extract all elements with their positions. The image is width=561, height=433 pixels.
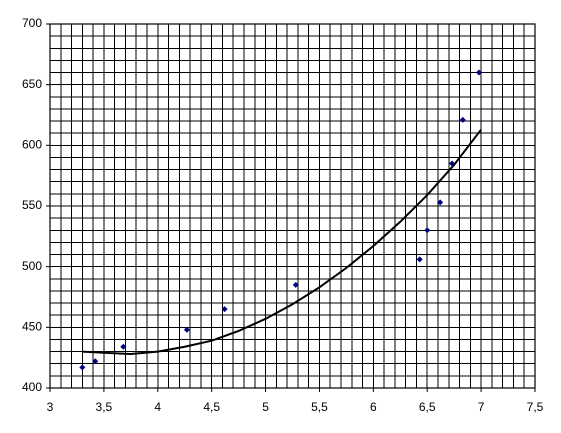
point: [292, 281, 299, 288]
x-tick-label: 3,5: [96, 400, 113, 414]
x-tick-label: 6: [370, 400, 377, 414]
point: [424, 227, 431, 234]
trendline: [82, 128, 482, 356]
point: [459, 116, 466, 123]
x-tick-label: 3: [47, 400, 54, 414]
x-tick-label: 4: [154, 400, 161, 414]
plot-border: [49, 23, 536, 389]
point: [475, 69, 482, 76]
y-tick-label: 500: [22, 259, 42, 273]
point: [437, 199, 444, 206]
x-tick-label: 4,5: [203, 400, 220, 414]
point: [449, 160, 456, 167]
y-tick-label: 650: [22, 77, 42, 91]
y-tick-label: 600: [22, 138, 42, 152]
y-tick-label: 450: [22, 320, 42, 334]
point: [92, 358, 99, 365]
y-tick-label: 700: [22, 16, 42, 30]
point: [79, 364, 86, 371]
point: [221, 306, 228, 313]
point: [183, 326, 190, 333]
x-tick-label: 5: [262, 400, 269, 414]
point: [120, 343, 127, 350]
y-tick-label: 400: [22, 380, 42, 394]
x-tick-label: 6,5: [419, 400, 436, 414]
x-tick-label: 7,5: [527, 400, 544, 414]
x-tick-label: 7: [478, 400, 485, 414]
point: [416, 256, 423, 263]
y-tick-label: 550: [22, 198, 42, 212]
x-tick-label: 5,5: [311, 400, 328, 414]
